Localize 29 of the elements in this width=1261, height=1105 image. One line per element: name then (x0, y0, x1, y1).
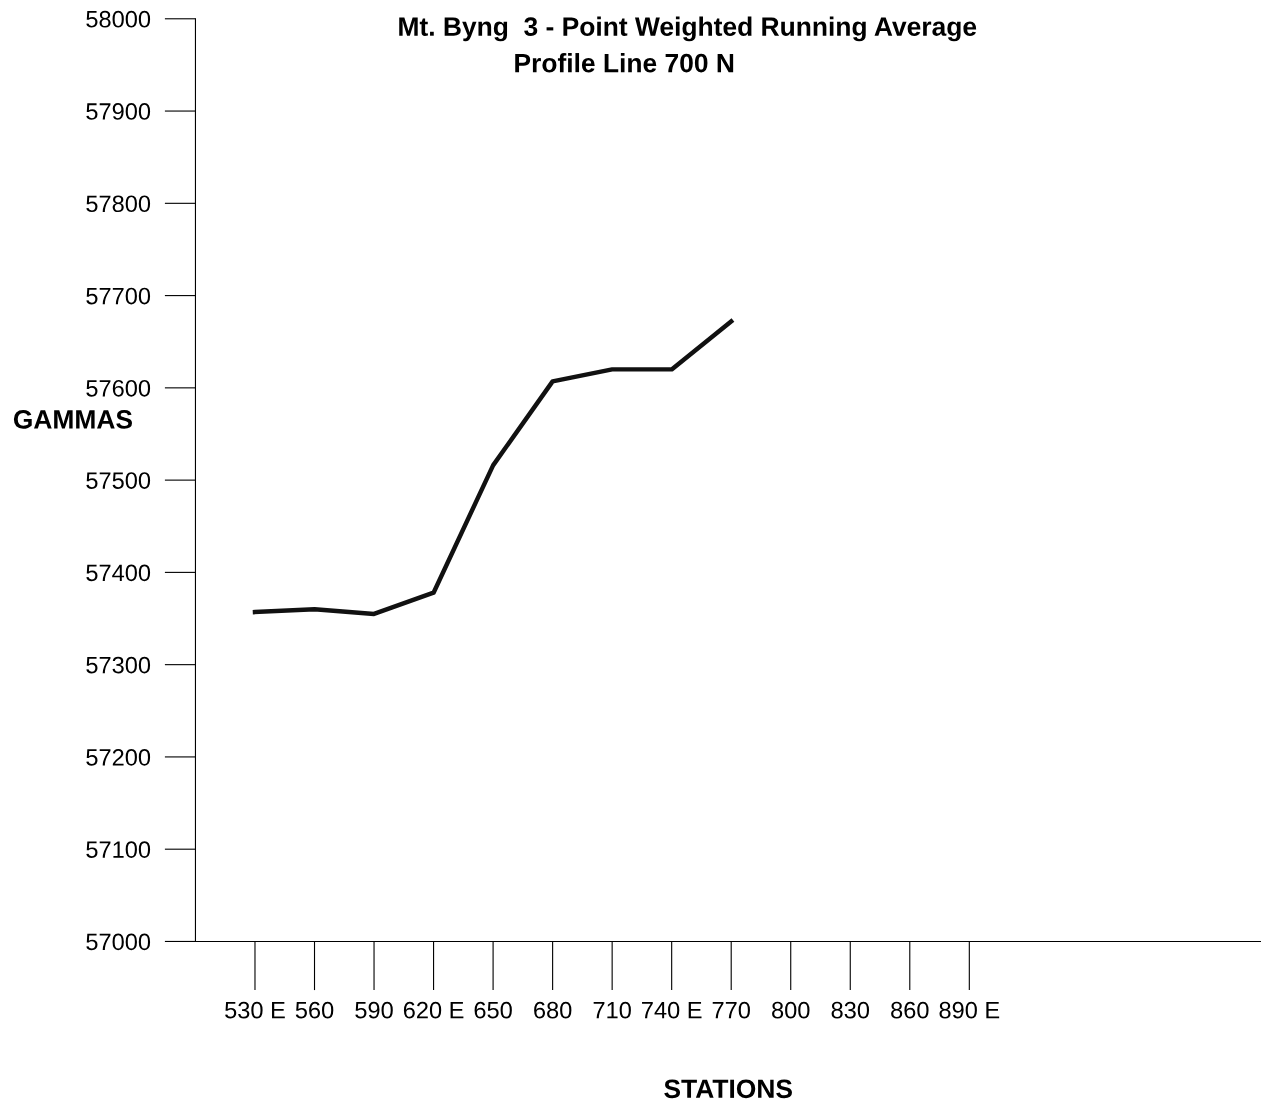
text: Profile Line 700 N (515, 53, 734, 73)
x-tick-label: 890 E (939, 1001, 1000, 1019)
y-tick-label: 57700 (86, 287, 151, 305)
x-tick-label: 800 (772, 1001, 810, 1019)
x-tick-label: 740 E (642, 1001, 702, 1019)
y-tick-label: 57500 (86, 472, 151, 489)
y-tick-label: 57400 (86, 564, 151, 582)
x-tick-label: 830 (831, 1001, 870, 1019)
chart-title: Mt. Byng 3 - Point Weighted Running Average (399, 16, 977, 42)
x-tick-label: 650 (474, 1001, 512, 1019)
line-series (252, 319, 734, 617)
y-tick-label: 57100 (86, 841, 151, 858)
y-tick-label: 57600 (86, 379, 151, 397)
y-axis-title: GAMMAS (13, 410, 132, 429)
y-tick-label: 57000 (86, 933, 151, 951)
x-tick-label: 860 (891, 1001, 929, 1019)
x-tick-label: 620 E (403, 1001, 464, 1019)
x-tick-label: 770 (712, 1001, 750, 1019)
x-tick-label: 590 (355, 1001, 393, 1019)
x-tick-label: 680 (534, 1001, 572, 1019)
x-tick-label: 710 (593, 1001, 631, 1019)
y-tick-label: 58000 (86, 10, 151, 28)
y-tick-label: 57200 (86, 748, 151, 766)
x-axis-title: STATIONS (664, 1079, 792, 1099)
y-tick-label: 57300 (86, 656, 151, 674)
y-tick-label: 57900 (86, 103, 151, 120)
x-tick-label: 530 E (225, 1001, 285, 1019)
y-tick-label: 57800 (86, 195, 151, 213)
x-tick-label: 560 (295, 1001, 334, 1019)
